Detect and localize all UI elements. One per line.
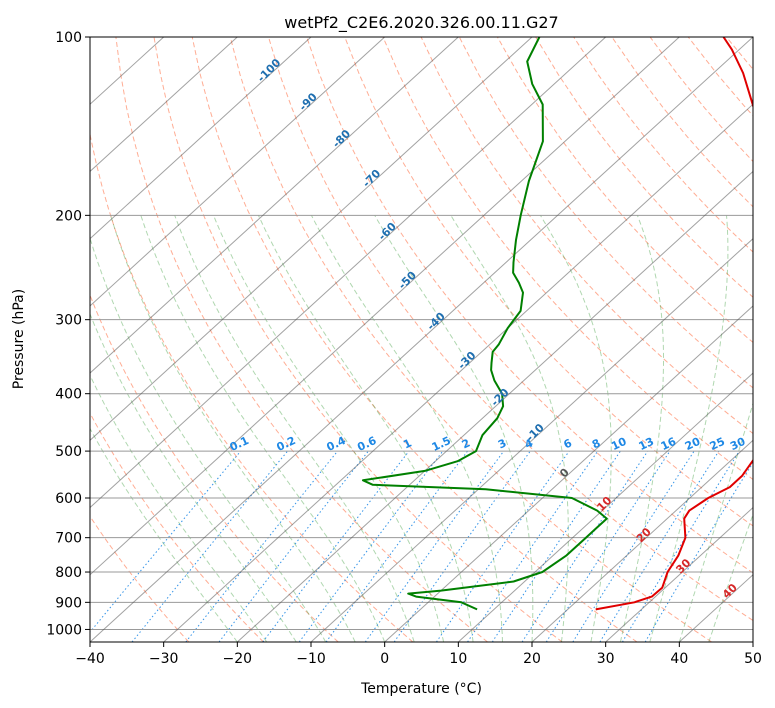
mixing-ratio-line	[364, 450, 505, 642]
isobar-grid	[90, 37, 753, 630]
isotherm-line	[457, 372, 753, 642]
x-tick-label: 30	[597, 651, 615, 667]
x-tick-label: −40	[75, 651, 105, 667]
mixing-ratio-line	[545, 450, 671, 642]
moist-adiabat-line	[678, 401, 753, 642]
moist-adiabat-line	[213, 215, 445, 642]
isotherm-line	[384, 305, 753, 642]
y-axis-label: Pressure (hPa)	[11, 289, 27, 389]
dewpoint-line	[362, 37, 608, 611]
y-tick-label: 600	[55, 491, 82, 507]
y-tick-label: 800	[55, 565, 82, 581]
x-tick-label: −20	[223, 651, 253, 667]
moist-adiabat-line	[140, 215, 386, 642]
x-tick-label: 0	[380, 651, 389, 667]
isotherm-line	[90, 37, 753, 642]
dry-adiabat-line	[153, 37, 563, 642]
mixing-ratio-line	[185, 450, 338, 642]
isotherm-line	[90, 37, 607, 509]
moist-adiabat-line	[619, 215, 664, 642]
x-tick-label: −30	[149, 651, 179, 667]
dry-adiabat-line	[535, 37, 753, 298]
chart-title: wetPf2_C2E6.2020.326.00.11.G27	[284, 13, 558, 33]
moist-adiabat-line	[649, 215, 729, 642]
mixing-ratio-line	[435, 450, 570, 642]
mixing-ratio-label: 13	[637, 435, 656, 453]
moist-adiabat-line	[539, 215, 612, 642]
mixing-ratio-line	[491, 450, 621, 642]
isotherm-line	[605, 506, 753, 642]
y-tick-label: 100	[55, 30, 82, 46]
x-tick-label: −10	[296, 651, 326, 667]
mixing-ratio-label: 20	[683, 435, 703, 453]
mixing-ratio-line	[298, 450, 444, 642]
x-tick-label: 40	[670, 651, 688, 667]
isotherm-line	[90, 37, 459, 374]
isotherm-line	[90, 37, 533, 442]
y-tick-label: 500	[55, 444, 82, 460]
mixing-ratio-line	[90, 450, 242, 633]
moist-adiabat-line	[310, 215, 503, 642]
isotherm-line	[531, 439, 753, 642]
isotherm-line	[90, 37, 312, 240]
plot-frame	[89, 36, 754, 643]
y-tick-label: 300	[55, 313, 82, 329]
y-tick-label: 1000	[46, 622, 82, 638]
moist-adiabat-line	[90, 236, 327, 642]
x-tick-label: 10	[449, 651, 467, 667]
y-tick-label: 400	[55, 387, 82, 403]
x-axis-label: Temperature (°C)	[360, 681, 482, 697]
mixing-ratio-label: 10	[609, 435, 629, 453]
y-tick-label: 900	[55, 595, 82, 611]
x-tick-label: 20	[523, 651, 541, 667]
dry-adiabat-line	[268, 37, 753, 622]
mixing-ratio-line	[262, 450, 410, 642]
mixing-ratio-line	[621, 450, 740, 642]
moist-adiabat-line	[110, 215, 356, 642]
x-tick-label: 50	[744, 651, 762, 667]
isotherm-line	[90, 37, 680, 576]
moist-adiabat-line	[90, 312, 297, 642]
isotherm-line	[90, 37, 238, 173]
dry-adiabat-line	[420, 37, 753, 435]
mixing-ratio-line	[467, 450, 599, 642]
sounding-profiles	[362, 37, 753, 611]
isotherm-line	[163, 103, 753, 642]
mixing-ratio-line	[521, 450, 649, 642]
mixing-ratio-label: 30	[728, 435, 748, 453]
temperature-line	[595, 37, 753, 611]
y-tick-label: 200	[55, 208, 82, 224]
isotherm-grid	[90, 37, 753, 642]
y-tick-label: 700	[55, 531, 82, 547]
isotherm-line	[90, 37, 386, 307]
moist-adiabat-line	[174, 215, 415, 642]
isotherm-line	[236, 170, 753, 642]
x-axis: −40 −30 −20 −10 0 10 20 30 40 50	[75, 642, 762, 667]
mixing-ratio-line	[131, 450, 288, 642]
mixing-ratio-line	[325, 450, 468, 642]
dry-adiabat-line	[306, 37, 753, 574]
isotherm-line	[310, 237, 753, 642]
dry-adiabat-line	[90, 412, 264, 642]
y-axis: 100 200 300 400 500 600 700 800 900 1000	[46, 30, 90, 638]
dry-adiabat-line	[496, 37, 753, 344]
moist-adiabat-line	[257, 215, 474, 642]
mixing-ratio-label: 16	[659, 435, 679, 453]
mixing-ratio-line	[572, 450, 695, 642]
mixing-ratio-label: 25	[708, 435, 727, 453]
